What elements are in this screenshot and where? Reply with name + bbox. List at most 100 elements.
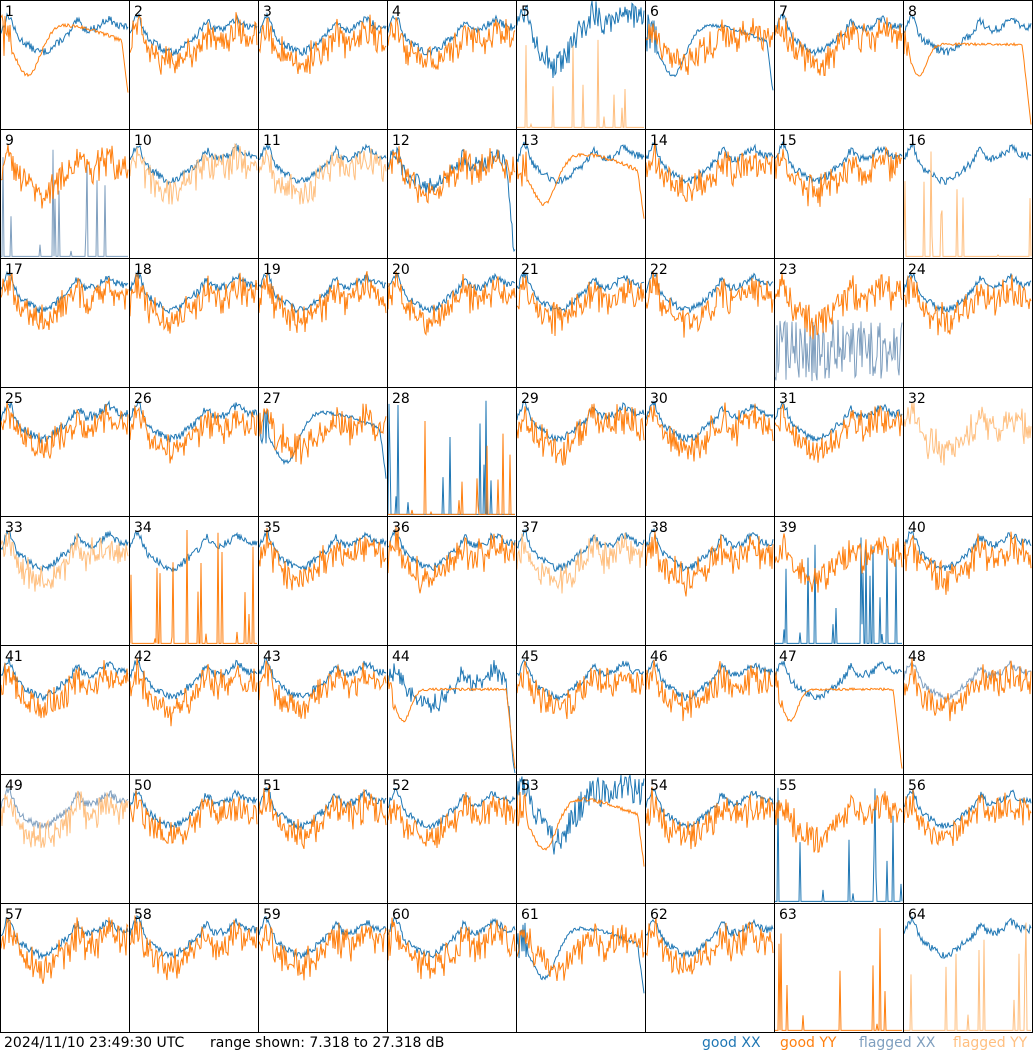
series-xx-5	[516, 1, 645, 79]
panel-27: 27	[258, 387, 388, 517]
footer: 2024/11/10 23:49:30 UTC range shown: 7.3…	[0, 1033, 1033, 1053]
series-yy-17	[0, 273, 129, 331]
panel-17: 17	[0, 258, 130, 388]
panel-52: 52	[387, 774, 517, 904]
series-xx-51	[258, 787, 387, 830]
panel-label-46: 46	[650, 649, 668, 665]
panel-label-44: 44	[392, 649, 410, 665]
panel-label-16: 16	[908, 133, 926, 149]
series-xx-26	[129, 399, 258, 443]
series-yy-36	[387, 526, 516, 594]
panel-11: 11	[258, 129, 388, 259]
panel-label-23: 23	[779, 262, 797, 278]
series-yy-32	[903, 402, 1032, 466]
panel-label-4: 4	[392, 4, 401, 20]
panel-20: 20	[387, 258, 517, 388]
series-xx-21	[516, 271, 645, 313]
series-yy-15	[774, 146, 903, 207]
panel-35: 35	[258, 516, 388, 646]
panel-label-13: 13	[521, 133, 539, 149]
panel-label-42: 42	[134, 649, 152, 665]
series-xx-8	[903, 14, 1032, 56]
series-yy-57	[0, 917, 129, 984]
series-xx-34	[129, 530, 258, 573]
series-xx-50	[129, 789, 258, 831]
panel-42: 42	[129, 645, 259, 775]
panel-label-37: 37	[521, 520, 539, 536]
panel-border-2	[129, 0, 259, 130]
series-yy-49	[0, 790, 129, 849]
panel-56: 56	[903, 774, 1033, 904]
series-yy-11	[258, 148, 387, 205]
series-yy-52	[387, 792, 516, 849]
panel-44: 44	[387, 645, 517, 775]
legend-flagged-xx: flagged XX	[859, 1035, 936, 1051]
series-xx-4	[387, 14, 516, 56]
panel-label-8: 8	[908, 4, 917, 20]
panel-label-48: 48	[908, 649, 926, 665]
panel-label-3: 3	[263, 4, 272, 20]
series-yy-8	[903, 30, 1032, 125]
panel-label-34: 34	[134, 520, 152, 536]
panel-label-35: 35	[263, 520, 281, 536]
panel-label-26: 26	[134, 391, 152, 407]
panel-8: 8	[903, 0, 1033, 130]
series-yy-55	[774, 791, 903, 853]
panel-29: 29	[516, 387, 646, 517]
panel-50: 50	[129, 774, 259, 904]
panel-2: 2	[129, 0, 259, 130]
panel-59: 59	[258, 903, 388, 1033]
series-yy-63	[775, 928, 902, 1031]
panel-34: 34	[129, 516, 259, 646]
series-xx-53	[516, 774, 645, 855]
series-xx-60	[387, 917, 516, 959]
series-yy-26	[129, 405, 258, 464]
series-xx-14	[645, 141, 774, 185]
series-yy-7	[774, 17, 903, 77]
series-xx-1	[0, 12, 129, 56]
panel-22: 22	[645, 258, 775, 388]
series-yy-19	[258, 271, 387, 333]
series-yy-51	[258, 785, 387, 849]
panel-label-31: 31	[779, 391, 797, 407]
series-yy-2	[129, 12, 258, 75]
panel-label-15: 15	[779, 133, 797, 149]
panel-1: 1	[0, 0, 130, 130]
panel-54: 54	[645, 774, 775, 904]
panel-25: 25	[0, 387, 130, 517]
series-xx-52	[387, 787, 516, 831]
series-xx-38	[645, 527, 774, 572]
series-yy-22	[645, 270, 774, 338]
series-yy-25	[0, 402, 129, 459]
panel-21: 21	[516, 258, 646, 388]
series-xx-13	[516, 141, 645, 187]
panel-label-45: 45	[521, 649, 539, 665]
series-yy-9	[0, 144, 129, 209]
timestamp: 2024/11/10 23:49:30 UTC	[4, 1035, 185, 1051]
series-yy-20	[387, 270, 516, 336]
panel-label-36: 36	[392, 520, 410, 536]
panel-32: 32	[903, 387, 1033, 517]
series-xx-19	[258, 273, 387, 314]
series-yy-5	[517, 39, 644, 128]
panel-4: 4	[387, 0, 517, 130]
series-xx-22	[645, 270, 774, 314]
series-yy-47	[774, 671, 903, 769]
series-yy-18	[129, 272, 258, 334]
panel-label-62: 62	[650, 907, 668, 923]
series-yy-38	[645, 531, 774, 597]
series-xx-42	[129, 659, 258, 700]
series-yy-6	[645, 18, 774, 76]
series-yy-59	[258, 922, 387, 981]
panel-label-28: 28	[392, 391, 410, 407]
panel-border-5	[516, 0, 646, 130]
panel-36: 36	[387, 516, 517, 646]
series-xx-39	[775, 537, 902, 644]
panel-64: 64	[903, 903, 1033, 1033]
series-yy-43	[258, 660, 387, 719]
series-yy-3	[258, 14, 387, 74]
legend-flagged-yy: flagged YY	[953, 1035, 1028, 1051]
panel-label-12: 12	[392, 133, 410, 149]
panel-label-30: 30	[650, 391, 668, 407]
series-yy-44	[387, 675, 516, 769]
